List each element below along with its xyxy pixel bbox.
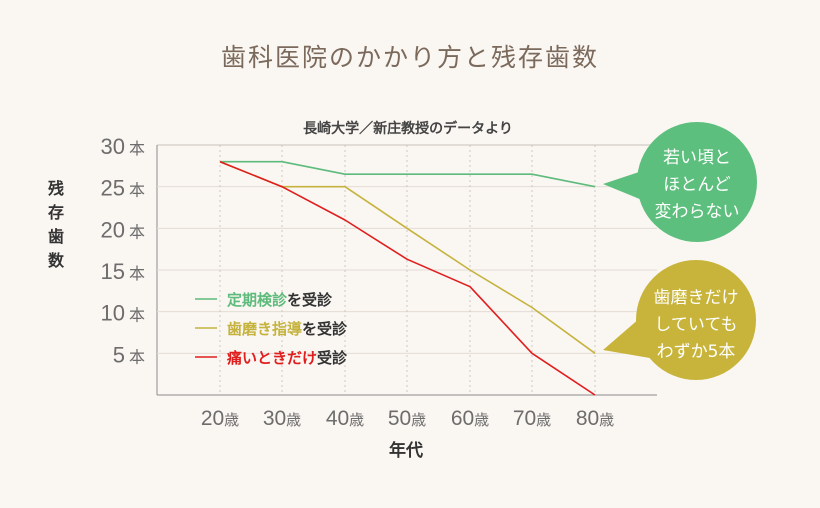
x-tick-label: 50歳 <box>388 407 426 430</box>
callout-bubble-1 <box>637 122 757 242</box>
y-tick-label: 25 本 <box>101 176 146 201</box>
x-tick-label: 20歳 <box>201 407 239 430</box>
legend-label: 歯磨き指導を受診 <box>227 320 348 338</box>
callout-text-line: 歯磨きだけ <box>654 288 739 308</box>
y-axis-label: 残存歯数 <box>48 179 65 270</box>
legend-label: 痛いときだけ受診 <box>226 349 348 367</box>
x-tick-label: 80歳 <box>576 407 614 430</box>
callout-text-line: していても <box>654 315 737 335</box>
x-tick-label: 70歳 <box>513 407 551 430</box>
y-axis-label-char: 存 <box>48 203 64 222</box>
x-tick-label: 60歳 <box>451 407 489 430</box>
y-tick-label: 20 本 <box>101 217 146 242</box>
legend-label: 定期検診を受診 <box>227 291 333 309</box>
callout-tail <box>603 172 642 200</box>
y-axis-label-char: 歯 <box>48 227 64 246</box>
plot-area: 30 本 25 本 20 本 15 本 10 本 5 本 20歳 30歳 40歳 50歳 60歳 70歳 80歳 定期… <box>101 122 757 430</box>
y-axis-label-char: 残 <box>48 179 64 198</box>
y-axis-label-char: 数 <box>48 251 65 270</box>
x-tick-label: 40歳 <box>326 407 364 430</box>
x-axis-label: 年代 <box>389 440 423 461</box>
callout-tail <box>603 318 650 358</box>
callout-bubble-2 <box>636 260 756 380</box>
y-tick-label: 15 本 <box>101 259 146 284</box>
x-tick-label: 30歳 <box>263 407 301 430</box>
callout-text-line: 変わらない <box>655 202 740 222</box>
callout-text-line: わずか5本 <box>657 342 736 362</box>
chart-title: 歯科医院のかかり方と残存歯数 <box>221 43 599 72</box>
y-tick-label: 10 本 <box>101 301 146 326</box>
callout-text-line: ほとんど <box>663 175 731 195</box>
callout-text-line: 若い頃と <box>663 148 731 168</box>
y-tick-label: 30 本 <box>101 134 146 159</box>
series-line-3 <box>219 160 596 396</box>
series-line-1 <box>220 160 596 188</box>
chart-subtitle: 長崎大学／新庄教授のデータより <box>303 120 513 137</box>
